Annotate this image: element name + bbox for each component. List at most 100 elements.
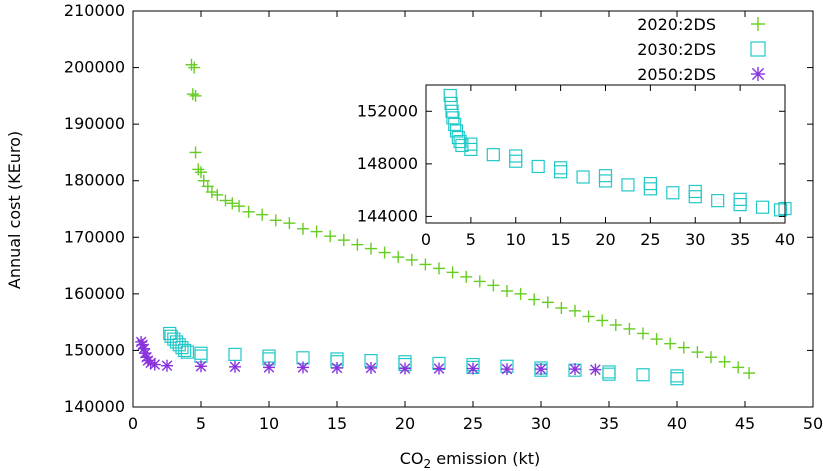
inset-plot: 0 5 10 15 20 25 30 35 40 144000 148000 152000 — [357, 84, 795, 249]
x-tick-label: 25 — [463, 414, 483, 433]
marker-square — [178, 343, 192, 358]
marker-square — [755, 200, 770, 214]
x-label-main: CO — [400, 449, 424, 468]
y-tick-label: 180000 — [64, 171, 125, 190]
marker-plus — [473, 275, 486, 288]
marker-star — [569, 363, 581, 376]
y-tick-label: 160000 — [64, 284, 125, 303]
y-axis-label: Annual cost (KEuro) — [5, 131, 24, 289]
legend-label: 2030:2DS — [637, 40, 716, 59]
marker-square — [486, 148, 500, 162]
x-tick-label: 20 — [595, 230, 615, 249]
marker-square — [531, 159, 545, 174]
marker-star — [297, 361, 309, 374]
marker-plus — [195, 166, 207, 179]
marker-plus — [256, 208, 269, 221]
y-tick-label: 170000 — [64, 227, 125, 246]
marker-plus — [718, 355, 731, 368]
marker-star — [263, 361, 275, 374]
marker-plus — [677, 341, 690, 354]
marker-star — [589, 363, 602, 376]
series-2020:2DS — [185, 58, 756, 380]
y-tick-label: 152000 — [357, 101, 418, 120]
marker-plus — [205, 186, 218, 199]
marker-star — [161, 359, 173, 372]
marker-plus — [337, 234, 350, 247]
marker-square — [773, 203, 788, 217]
x-tick-label: 10 — [506, 230, 526, 249]
x-tick-label: 30 — [531, 414, 551, 433]
marker-square — [670, 372, 684, 386]
marker-square — [443, 88, 457, 103]
x-tick-label: 35 — [730, 230, 750, 249]
marker-plus — [192, 163, 205, 176]
series-2030:2DS — [163, 326, 684, 386]
marker-star — [399, 362, 411, 375]
x-tick-label: 40 — [667, 414, 687, 433]
marker-plus — [283, 217, 296, 230]
marker-plus — [743, 367, 756, 380]
marker-square — [576, 170, 590, 184]
marker-plus — [189, 89, 202, 102]
legend: 2020:2DS 2030:2DS 2050:2DS — [637, 15, 766, 84]
marker-plus — [650, 333, 663, 346]
x-axis-label: CO2 emission (kt) — [400, 449, 541, 471]
marker-square — [643, 176, 657, 191]
x-tick-label: 30 — [685, 230, 705, 249]
marker-plus — [732, 361, 745, 374]
marker-star — [751, 67, 765, 81]
x-tick-label: 5 — [196, 414, 206, 433]
marker-plus — [446, 266, 459, 279]
x-tick-label: 20 — [395, 414, 415, 433]
marker-plus — [211, 188, 224, 201]
marker-square — [598, 169, 613, 183]
marker-plus — [433, 262, 445, 275]
marker-square — [453, 134, 467, 149]
y-tick-label: 140000 — [64, 397, 125, 416]
marker-square — [194, 346, 208, 360]
marker-plus — [392, 251, 405, 264]
marker-square — [509, 149, 523, 163]
marker-square — [602, 367, 616, 381]
x-tick-label: 50 — [803, 414, 823, 433]
marker-plus — [528, 293, 541, 306]
marker-plus — [242, 205, 255, 218]
marker-square — [688, 184, 702, 199]
marker-plus — [705, 351, 717, 364]
x-tick-label: 15 — [550, 230, 570, 249]
marker-plus — [751, 17, 765, 31]
marker-star — [433, 362, 445, 375]
marker-plus — [378, 246, 391, 259]
y-tick-label: 200000 — [64, 58, 125, 77]
marker-square — [636, 368, 650, 382]
y-tick-label: 150000 — [64, 340, 125, 359]
y-tick-label: 210000 — [64, 1, 125, 20]
marker-star — [195, 360, 207, 373]
x-label-rest: emission (kt) — [431, 449, 540, 468]
marker-star — [467, 362, 479, 375]
marker-plus — [310, 225, 323, 238]
marker-square — [621, 178, 635, 192]
marker-star — [501, 363, 513, 376]
marker-plus — [188, 61, 201, 74]
marker-plus — [637, 327, 649, 340]
x-tick-label: 35 — [599, 414, 619, 433]
series-2050:2DS — [135, 335, 602, 376]
marker-square — [670, 369, 684, 383]
marker-plus — [324, 230, 337, 243]
marker-square — [750, 41, 766, 57]
x-tick-label: 0 — [421, 230, 431, 249]
x-tick-label: 40 — [775, 230, 795, 249]
x-tick-label: 25 — [640, 230, 660, 249]
marker-square — [554, 161, 568, 175]
marker-square — [666, 186, 680, 200]
x-label-subscript: 2 — [424, 457, 432, 471]
marker-plus — [664, 337, 677, 350]
legend-label: 2020:2DS — [637, 15, 716, 34]
marker-plus — [460, 270, 473, 283]
marker-plus — [501, 285, 513, 298]
y-tick-label: 190000 — [64, 114, 125, 133]
marker-plus — [514, 287, 527, 300]
marker-plus — [623, 322, 636, 335]
marker-plus — [555, 302, 568, 314]
